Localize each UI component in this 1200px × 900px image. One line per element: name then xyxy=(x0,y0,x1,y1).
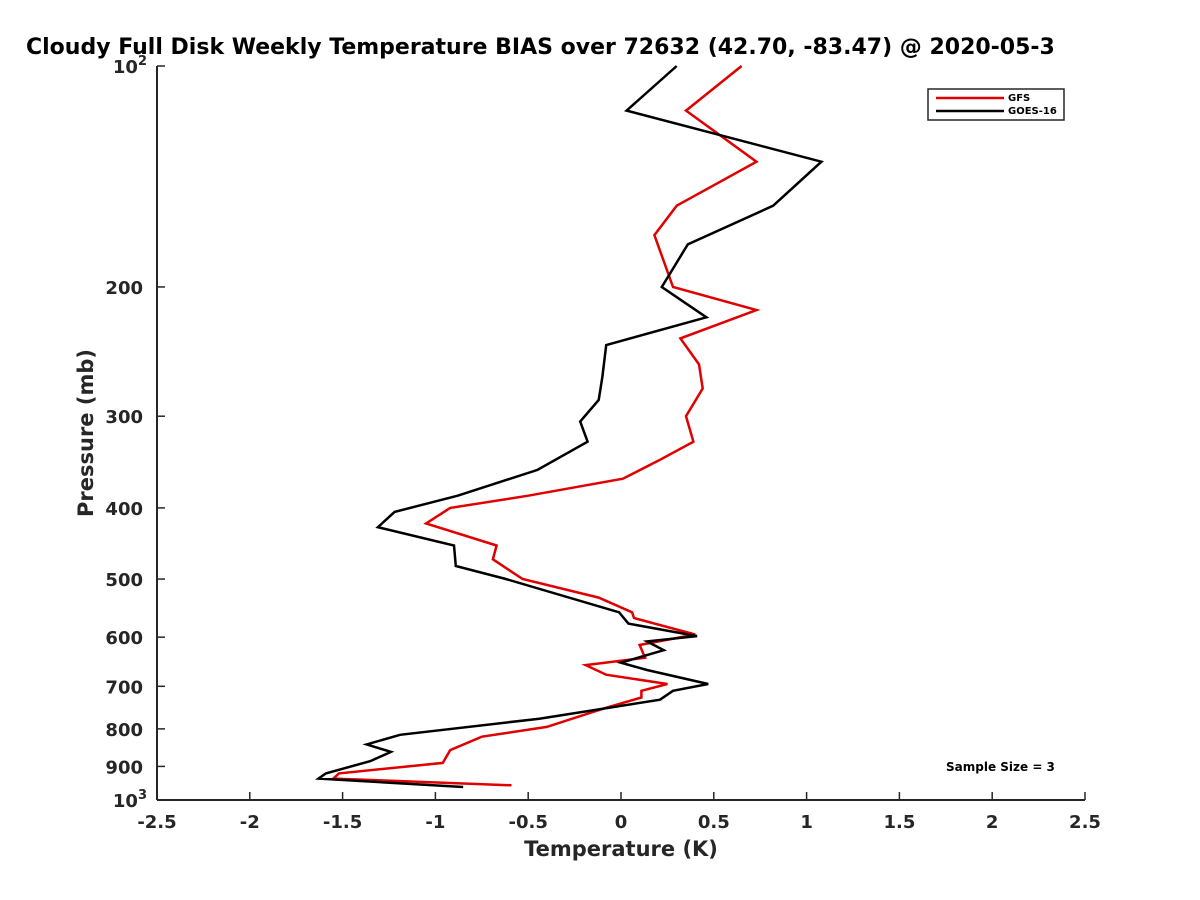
x-tick-label: -0.5 xyxy=(509,812,548,833)
series-line-gfs xyxy=(330,65,761,787)
series-line-goes16 xyxy=(314,65,824,789)
x-tick-label: 1 xyxy=(800,812,813,833)
x-tick-label: 1.5 xyxy=(883,812,915,833)
y-tick-label: 102 xyxy=(113,54,147,78)
axes xyxy=(156,66,1085,801)
y-tick-label-base: 10 xyxy=(113,57,138,78)
legend-label-goes16: GOES-16 xyxy=(1008,106,1057,117)
x-tick-label: 2 xyxy=(986,812,999,833)
x-tick-label: -1 xyxy=(425,812,445,833)
legend-box xyxy=(927,88,1065,121)
chart-title: Cloudy Full Disk Weekly Temperature BIAS… xyxy=(26,35,1055,60)
sample-size-annotation: Sample Size = 3 xyxy=(946,760,1055,774)
y-tick-label: 200 xyxy=(105,278,143,299)
x-axis-label: Temperature (K) xyxy=(524,837,718,861)
x-ticks: -2.5 -2 -1.5 -1 -0.5 0 0.5 1 1.5 2 2.5 xyxy=(137,792,1101,833)
series-layer xyxy=(314,65,824,789)
y-tick-label-exponent: 2 xyxy=(138,54,147,69)
x-tick-label: 2.5 xyxy=(1069,812,1101,833)
y-tick-label: 400 xyxy=(105,499,143,520)
legend-label-gfs: GFS xyxy=(1008,93,1030,104)
x-tick-label: -1.5 xyxy=(323,812,362,833)
y-tick-label: 300 xyxy=(105,407,143,428)
y-tick-label-base: 10 xyxy=(113,791,138,812)
y-tick-label: 900 xyxy=(105,757,143,778)
x-tick-label: -2.5 xyxy=(137,812,176,833)
x-tick-label: 0 xyxy=(615,812,628,833)
y-tick-label-exponent: 3 xyxy=(138,788,147,803)
legend: GFS GOES-16 xyxy=(927,88,1065,121)
y-axis-label: Pressure (mb) xyxy=(74,349,98,517)
y-tick-label: 103 xyxy=(113,788,147,812)
x-tick-label: -2 xyxy=(240,812,260,833)
y-tick-label: 800 xyxy=(105,720,143,741)
y-tick-label: 600 xyxy=(105,628,143,649)
y-tick-label: 700 xyxy=(105,677,143,698)
y-tick-label: 500 xyxy=(105,570,143,591)
x-tick-label: 0.5 xyxy=(698,812,730,833)
